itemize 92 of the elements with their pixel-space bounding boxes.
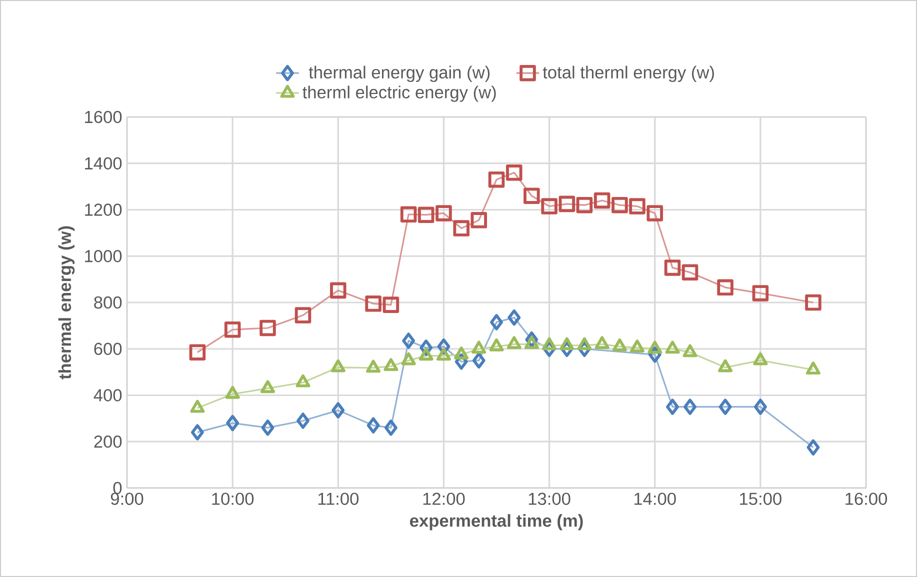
point [436,205,452,222]
point [190,400,205,413]
point [752,285,769,302]
point [542,337,557,350]
point [806,362,820,375]
point [665,340,680,354]
point [294,307,312,324]
legend-label: therml electric energy (w) [302,86,496,102]
point [594,192,610,209]
point [454,346,469,360]
point [646,205,663,222]
point [472,340,486,354]
point [558,196,576,212]
x-tick-label: 9:00 [110,492,144,505]
y-tick-label: 200 [94,435,122,448]
point [805,294,822,311]
point [648,340,662,354]
x-tick-label: 12:00 [423,492,465,505]
point [594,336,610,350]
point [754,398,767,415]
point [453,220,470,236]
point [508,309,521,326]
point [560,337,574,350]
point [664,260,681,276]
x-tick-label: 14:00 [634,492,676,505]
x-tick-label: 16:00 [846,492,888,505]
point [296,412,310,429]
x-tick-label: 13:00 [528,492,570,505]
point [400,206,417,223]
legend-label: thermal energy gain (w) [308,66,490,82]
point [260,380,275,394]
point [330,359,346,372]
x-tick-label: 15:00 [740,492,782,505]
point [629,198,646,214]
point [682,344,698,358]
point [384,358,398,372]
point [684,398,696,415]
point [382,296,400,313]
point [189,344,206,360]
y-tick-label: 800 [94,296,122,309]
point [753,352,768,366]
point [418,206,434,223]
y-tick-label: 1200 [85,204,122,216]
point [384,420,398,436]
point [226,414,240,432]
y-tick-label: 1000 [85,250,122,262]
point [682,264,698,280]
point [612,196,628,214]
point [224,321,241,338]
point [506,164,522,181]
point [366,360,381,373]
point [489,338,504,352]
point [401,352,416,366]
point [296,374,310,388]
point [490,314,503,330]
point [576,196,593,214]
point [365,296,382,312]
point [366,417,380,434]
x-tick-label: 11:00 [318,492,359,505]
x-axis-title: expermental time (m) [410,514,583,530]
point [402,332,416,349]
point [472,352,486,369]
y-tick-label: 400 [94,389,122,402]
point [630,340,644,353]
point [332,402,345,418]
point [225,386,240,399]
point [718,359,733,372]
point [524,336,539,350]
y-tick-label: 1400 [85,157,122,170]
point [190,424,204,440]
point [260,320,276,336]
point [330,282,346,299]
point [717,279,734,296]
y-tick-label: 1600 [85,110,122,124]
point [612,338,627,352]
point [541,198,558,214]
point [806,439,820,456]
legend-label: total therml energy (w) [542,66,714,82]
point [470,212,488,228]
point [577,337,592,350]
y-axis-title: thermal energy (w) [58,226,75,380]
point [506,336,522,350]
point [718,398,732,415]
y-tick-label: 0 [113,482,122,494]
y-tick-label: 600 [94,342,122,355]
point [524,188,540,204]
point [418,348,434,361]
x-tick-label: 10:00 [212,492,254,505]
point [261,420,274,436]
point [666,398,679,415]
point [436,348,451,361]
point [488,171,505,188]
